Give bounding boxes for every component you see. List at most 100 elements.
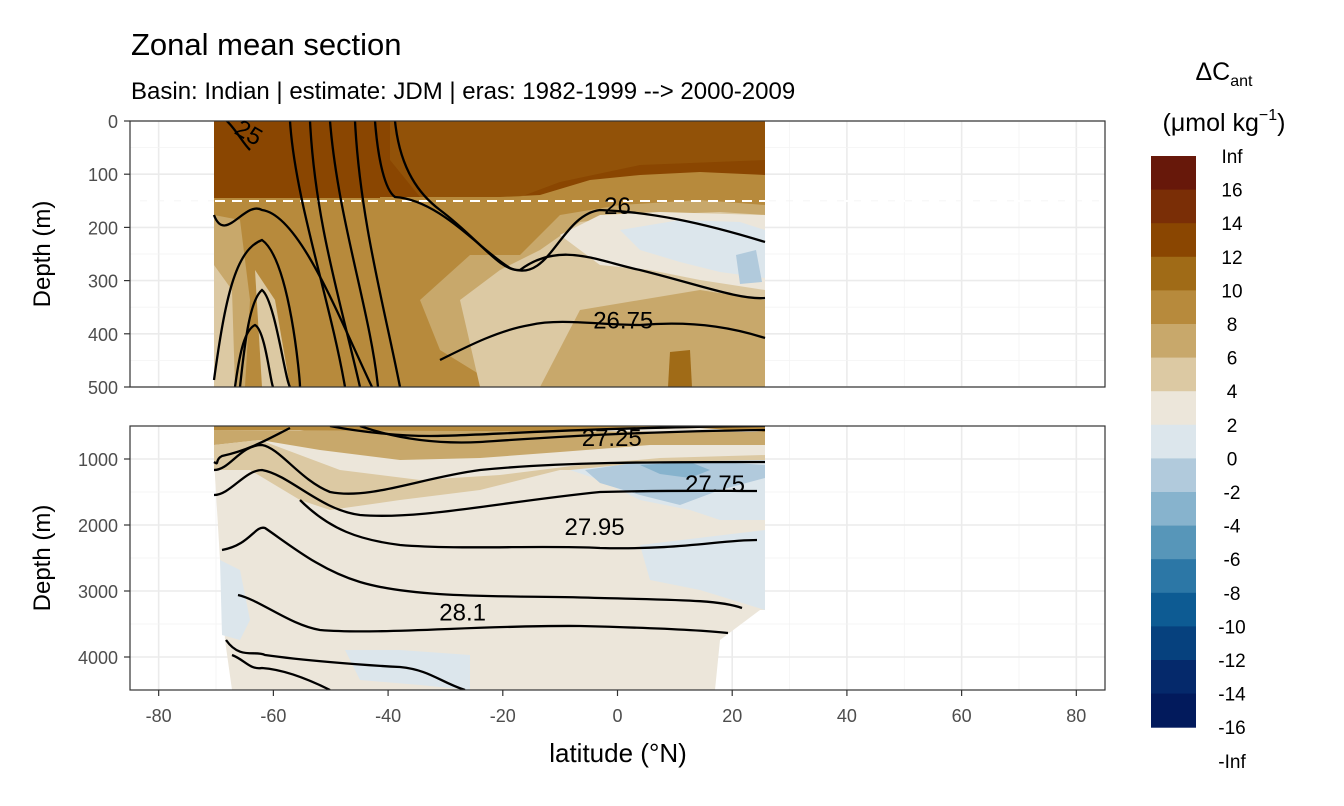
lower-y-axis: 1000 2000 3000 4000 bbox=[78, 450, 130, 668]
isopycnal-line bbox=[393, 121, 766, 300]
y-tick-label: 300 bbox=[88, 272, 118, 292]
isopycnal-line bbox=[213, 443, 766, 495]
isopycnal-label: 26.75 bbox=[593, 307, 653, 334]
x-tick-label: -60 bbox=[260, 706, 286, 726]
isopycnal-line bbox=[238, 288, 292, 387]
x-tick-label: -40 bbox=[375, 706, 401, 726]
isopycnal-label: 26 bbox=[604, 193, 631, 220]
legend-break-label: -Inf bbox=[1218, 752, 1246, 773]
legend-break-label: 8 bbox=[1227, 315, 1238, 336]
upper-fill-band-10 bbox=[390, 121, 765, 197]
upper-fill-band-m4 bbox=[736, 250, 762, 284]
legend: ΔCant (μmol kg−1) Inf 16 14 12 10 8 6 4 2 0 -2 -4 -6… bbox=[1151, 58, 1285, 773]
legend-unit-sup: −1 bbox=[1259, 107, 1277, 124]
x-axis-label: latitude (°N) bbox=[549, 738, 687, 768]
isopycnal-line bbox=[308, 121, 362, 387]
y-tick-label: 200 bbox=[88, 218, 118, 238]
legend-break-label: 12 bbox=[1221, 248, 1242, 269]
isopycnal-line bbox=[225, 639, 466, 690]
upper-fill-band-12 bbox=[214, 121, 765, 198]
isopycnal-label: 27.75 bbox=[685, 471, 745, 498]
y-tick-label: 100 bbox=[88, 165, 118, 185]
legend-break-label: -16 bbox=[1218, 718, 1245, 739]
legend-swatch bbox=[1151, 290, 1196, 325]
legend-break-label: Inf bbox=[1221, 147, 1243, 168]
legend-swatch bbox=[1151, 357, 1196, 392]
isopycnal-line bbox=[225, 121, 251, 151]
upper-fill-band-8b bbox=[668, 350, 692, 387]
upper-panel-border bbox=[129, 120, 1106, 388]
isopycnal-line bbox=[233, 323, 275, 387]
chart-title: Zonal mean section bbox=[131, 27, 402, 62]
legend-swatch bbox=[1151, 693, 1196, 728]
y-tick-label: 500 bbox=[88, 378, 118, 398]
legend-break-label: -6 bbox=[1224, 550, 1241, 571]
legend-break-label: 0 bbox=[1227, 449, 1238, 470]
x-axis: -80 -60 -40 -20 0 20 40 60 80 bbox=[146, 690, 1086, 726]
legend-swatch bbox=[1151, 660, 1196, 695]
legend-swatch bbox=[1151, 324, 1196, 359]
legend-swatch bbox=[1151, 189, 1196, 224]
isopycnal-label: 27.25 bbox=[582, 425, 642, 452]
y-tick-label: 2000 bbox=[78, 516, 118, 536]
x-tick-label: 20 bbox=[722, 706, 742, 726]
y-axis-label-lower: Depth (m) bbox=[29, 505, 56, 612]
legend-swatch bbox=[1151, 156, 1196, 191]
legend-swatch bbox=[1151, 492, 1196, 527]
legend-swatch bbox=[1151, 391, 1196, 426]
legend-break-label: 16 bbox=[1221, 181, 1242, 202]
x-tick-label: -20 bbox=[490, 706, 516, 726]
isopycnal-line bbox=[328, 121, 380, 387]
upper-panel: 0 100 200 300 400 500 bbox=[88, 112, 1106, 398]
lower-fill-layer bbox=[214, 426, 765, 690]
legend-break-label: 10 bbox=[1221, 281, 1242, 302]
isopycnal-line bbox=[439, 320, 766, 362]
legend-break-label: -14 bbox=[1218, 685, 1246, 706]
lower-isopycnals bbox=[213, 426, 766, 690]
isopycnal-line bbox=[288, 121, 347, 387]
chart-subtitle: Basin: Indian | estimate: JDM | eras: 19… bbox=[131, 78, 795, 105]
legend-break-label: -10 bbox=[1218, 617, 1245, 638]
legend-labels: Inf 16 14 12 10 8 6 4 2 0 -2 -4 -6 -8 -10 -12 -14 -16 -Inf bbox=[1218, 147, 1246, 773]
isopycnal-label: 27.95 bbox=[565, 514, 625, 541]
isopycnal-line bbox=[221, 526, 743, 610]
legend-swatch bbox=[1151, 424, 1196, 459]
y-tick-label: 0 bbox=[108, 112, 118, 132]
lower-fill-band-m2c bbox=[220, 560, 250, 640]
lower-panel: 1000 2000 3000 4000 bbox=[78, 425, 1106, 691]
legend-break-label: 6 bbox=[1227, 349, 1238, 370]
isopycnal-line bbox=[329, 426, 766, 438]
legend-break-label: -8 bbox=[1224, 584, 1241, 605]
upper-isopycnals bbox=[212, 121, 766, 387]
y-tick-label: 1000 bbox=[78, 450, 118, 470]
isopycnal-line bbox=[213, 426, 291, 465]
lower-fill-band-4 bbox=[214, 440, 765, 510]
isopycnal-line bbox=[353, 121, 402, 387]
isopycnal-label: 28.1 bbox=[439, 600, 486, 627]
lower-fill-band-m4 bbox=[585, 462, 765, 505]
legend-swatch bbox=[1151, 256, 1196, 291]
isopycnal-line bbox=[231, 653, 331, 690]
upper-fill-band-4b bbox=[255, 270, 290, 387]
legend-unit-base: (μmol kg bbox=[1163, 109, 1259, 137]
legend-swatch bbox=[1151, 525, 1196, 560]
x-tick-label: 60 bbox=[952, 706, 972, 726]
legend-swatch bbox=[1151, 626, 1196, 661]
legend-break-label: -12 bbox=[1218, 651, 1245, 672]
x-tick-label: 0 bbox=[612, 706, 622, 726]
legend-swatch bbox=[1151, 223, 1196, 258]
legend-break-label: 2 bbox=[1227, 416, 1238, 437]
legend-unit-close: ) bbox=[1277, 109, 1285, 137]
x-tick-label: 40 bbox=[837, 706, 857, 726]
y-axis-label-upper: Depth (m) bbox=[29, 201, 56, 308]
isopycnal-line bbox=[212, 238, 302, 387]
lower-fill-band-m2b bbox=[640, 530, 765, 610]
legend-title-main: ΔC bbox=[1195, 58, 1230, 86]
x-tick-label: 80 bbox=[1066, 706, 1086, 726]
isopycnal-line bbox=[359, 426, 766, 444]
legend-swatch bbox=[1151, 559, 1196, 594]
legend-color-bar bbox=[1151, 156, 1196, 728]
legend-title: ΔCant bbox=[1195, 58, 1253, 90]
isopycnal-line bbox=[299, 499, 758, 550]
legend-break-label: -4 bbox=[1224, 517, 1241, 538]
